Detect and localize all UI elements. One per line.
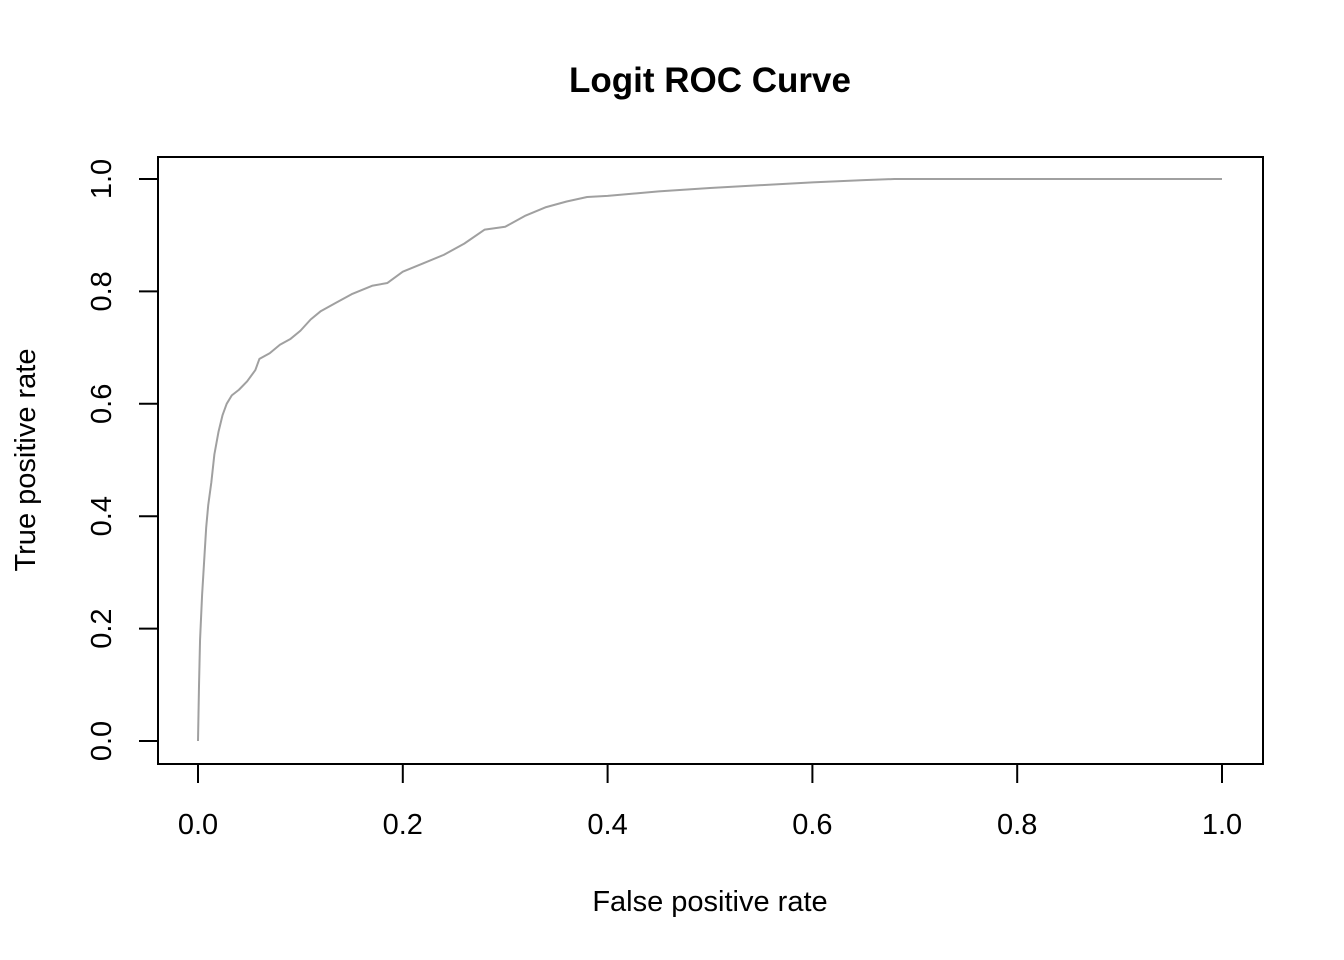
y-tick-label: 1.0 [86,159,118,199]
y-axis: 0.0 0.2 0.4 0.6 0.8 1.0 [86,159,159,761]
x-tick-label: 0.2 [383,809,423,841]
plot-frame [157,156,1264,765]
x-tick-label: 1.0 [1202,809,1242,841]
roc-curve-line [197,178,1222,742]
y-tick-label: 0.6 [86,384,118,424]
series-layer [197,178,1222,742]
chart-title: Logit ROC Curve [569,61,851,100]
x-axis-label: False positive rate [592,886,827,918]
x-tick-label: 0.4 [587,809,627,841]
y-tick-label: 0.8 [86,271,118,311]
x-tick-label: 0.6 [792,809,832,841]
x-tick-label: 0.8 [997,809,1037,841]
y-axis-label: True positive rate [10,349,42,572]
y-tick-label: 0.0 [86,721,118,761]
x-axis: 0.0 0.2 0.4 0.6 0.8 1.0 [178,763,1242,841]
y-tick-label: 0.4 [86,496,118,536]
y-tick-label: 0.2 [86,608,118,648]
x-tick-label: 0.0 [178,809,218,841]
